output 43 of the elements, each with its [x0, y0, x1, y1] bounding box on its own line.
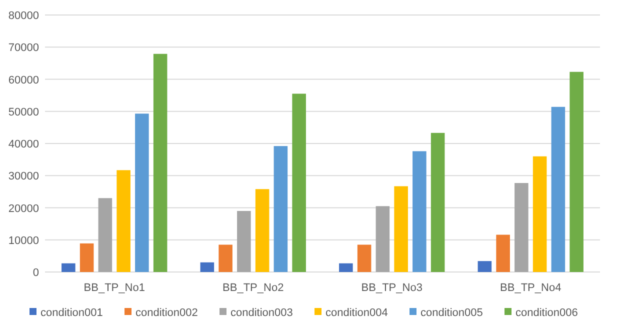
y-tick-label: 20000 [8, 202, 39, 215]
y-tick-label: 30000 [8, 170, 39, 183]
y-tick-label: 0 [32, 267, 39, 279]
bar [376, 206, 390, 272]
bar [412, 151, 426, 272]
bar [237, 210, 251, 272]
legend-label: condition006 [516, 307, 578, 319]
y-tick-label: 70000 [8, 42, 39, 54]
legend-label: condition003 [230, 307, 293, 319]
bar [292, 94, 306, 272]
bar [478, 261, 492, 272]
y-tick-label: 80000 [8, 10, 39, 22]
bar [218, 244, 232, 272]
bar [274, 146, 288, 272]
legend-label: condition001 [40, 307, 103, 319]
bar [394, 186, 408, 272]
bar [551, 106, 566, 272]
x-tick-label: BB_TP_No1 [84, 282, 145, 294]
bar [116, 170, 130, 272]
x-tick-label: BB_TP_No3 [361, 282, 422, 294]
bar [430, 132, 445, 272]
y-tick-label: 10000 [8, 234, 39, 247]
bar [357, 244, 372, 272]
x-tick-label: BB_TP_No4 [500, 282, 562, 294]
bar [80, 243, 94, 272]
y-tick-label: 60000 [8, 74, 39, 86]
bar [532, 156, 547, 272]
y-tick-label: 50000 [8, 106, 39, 118]
bar [98, 198, 112, 272]
bar [200, 262, 214, 272]
bar [570, 72, 584, 272]
bar [62, 263, 76, 272]
legend-label: condition005 [420, 307, 483, 319]
legend-label: condition004 [326, 307, 388, 319]
legend-label: condition002 [136, 307, 198, 319]
bar [339, 263, 353, 272]
x-tick-label: BB_TP_No2 [222, 282, 284, 294]
bar [514, 183, 528, 272]
y-tick-label: 40000 [8, 138, 39, 150]
bar [153, 54, 168, 272]
bar [255, 189, 270, 272]
bar [496, 234, 510, 272]
bar [135, 114, 149, 272]
